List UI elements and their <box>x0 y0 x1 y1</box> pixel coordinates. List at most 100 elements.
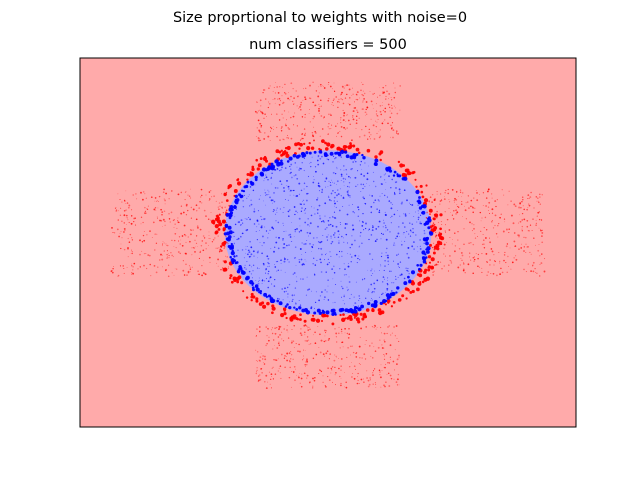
scatter-point-red <box>214 224 219 229</box>
scatter-point-red <box>454 250 456 253</box>
scatter-point-blue <box>363 197 365 199</box>
scatter-point-red <box>222 220 226 224</box>
scatter-point-red <box>492 272 495 275</box>
scatter-point-red <box>348 333 351 336</box>
scatter-point-red <box>281 126 283 128</box>
scatter-point-blue <box>290 241 292 242</box>
scatter-point-blue <box>381 252 383 254</box>
scatter-point-red <box>330 372 332 374</box>
scatter-point-blue <box>311 290 312 292</box>
scatter-point-blue <box>357 170 359 172</box>
scatter-point-red <box>343 126 345 129</box>
scatter-point-red <box>177 220 179 222</box>
scatter-point-red <box>384 303 387 306</box>
scatter-point-red <box>373 138 376 140</box>
scatter-point-red <box>191 266 193 268</box>
scatter-point-red <box>256 369 258 372</box>
scatter-point-red <box>521 200 523 203</box>
scatter-point-blue <box>269 276 272 279</box>
scatter-point-red <box>177 240 180 242</box>
scatter-point-red <box>255 136 257 137</box>
scatter-point-red <box>185 191 187 193</box>
scatter-point-red <box>369 379 371 381</box>
scatter-point-blue <box>325 186 326 188</box>
scatter-point-red <box>271 311 274 315</box>
scatter-point-red <box>365 125 367 128</box>
scatter-point-blue <box>347 189 349 191</box>
scatter-point-blue <box>268 191 270 193</box>
scatter-point-red <box>537 197 539 199</box>
scatter-point-red <box>174 219 175 220</box>
scatter-point-blue <box>270 177 273 179</box>
scatter-point-blue <box>304 208 307 210</box>
scatter-point-blue <box>392 174 396 177</box>
scatter-point-red <box>287 91 289 93</box>
scatter-point-red <box>268 336 270 338</box>
scatter-point-blue <box>286 303 289 306</box>
scatter-point-blue <box>278 301 283 306</box>
scatter-point-red <box>322 85 324 86</box>
scatter-point-red <box>368 128 370 131</box>
scatter-point-blue <box>271 183 273 185</box>
scatter-point-red <box>389 116 391 119</box>
scatter-point-blue <box>251 277 253 279</box>
scatter-point-red <box>307 325 309 327</box>
scatter-point-red <box>357 379 359 382</box>
scatter-point-red <box>183 274 186 276</box>
scatter-point-blue <box>230 244 234 249</box>
scatter-point-blue <box>260 195 261 197</box>
scatter-point-blue <box>245 272 247 274</box>
scatter-point-blue <box>384 173 386 175</box>
scatter-point-red <box>271 327 273 329</box>
scatter-point-blue <box>316 208 319 211</box>
scatter-point-red <box>391 122 394 124</box>
scatter-point-red <box>132 269 134 271</box>
scatter-point-red <box>255 335 258 337</box>
scatter-point-red <box>337 101 339 103</box>
scatter-point-red <box>441 200 443 202</box>
scatter-point-red <box>123 209 126 212</box>
scatter-point-red <box>340 93 343 95</box>
scatter-point-red <box>357 372 359 375</box>
scatter-point-blue <box>343 294 345 296</box>
scatter-point-red <box>255 299 259 303</box>
scatter-point-blue <box>271 283 273 285</box>
scatter-point-red <box>510 214 513 217</box>
scatter-point-red <box>392 301 396 304</box>
scatter-point-blue <box>296 212 298 214</box>
scatter-point-red <box>449 255 451 257</box>
scatter-point-blue <box>395 187 397 189</box>
scatter-point-blue <box>379 195 381 197</box>
scatter-point-red <box>265 374 268 377</box>
scatter-point-red <box>334 374 336 376</box>
scatter-point-blue <box>323 221 325 223</box>
scatter-point-red <box>373 92 375 94</box>
scatter-point-blue <box>245 275 250 280</box>
scatter-point-blue <box>316 237 318 239</box>
scatter-point-red <box>208 231 210 233</box>
scatter-point-blue <box>292 273 294 275</box>
scatter-point-red <box>260 124 263 127</box>
scatter-point-red <box>435 263 438 266</box>
scatter-point-blue <box>412 231 414 234</box>
scatter-point-blue <box>328 199 331 201</box>
scatter-point-red <box>268 371 271 373</box>
scatter-point-blue <box>267 237 269 239</box>
scatter-point-red <box>203 272 205 274</box>
scatter-point-red <box>237 182 240 185</box>
scatter-point-blue <box>249 218 251 221</box>
scatter-point-red <box>143 264 145 267</box>
scatter-point-blue <box>339 268 341 270</box>
scatter-point-red <box>353 377 356 380</box>
scatter-point-blue <box>306 240 308 241</box>
scatter-point-red <box>211 241 214 243</box>
scatter-point-red <box>199 201 201 203</box>
scatter-point-blue <box>229 255 232 259</box>
scatter-point-blue <box>376 279 379 282</box>
scatter-point-red <box>462 268 465 271</box>
scatter-point-red <box>331 124 333 126</box>
scatter-point-red <box>335 372 337 374</box>
scatter-point-red <box>474 237 477 239</box>
scatter-point-red <box>426 266 429 269</box>
